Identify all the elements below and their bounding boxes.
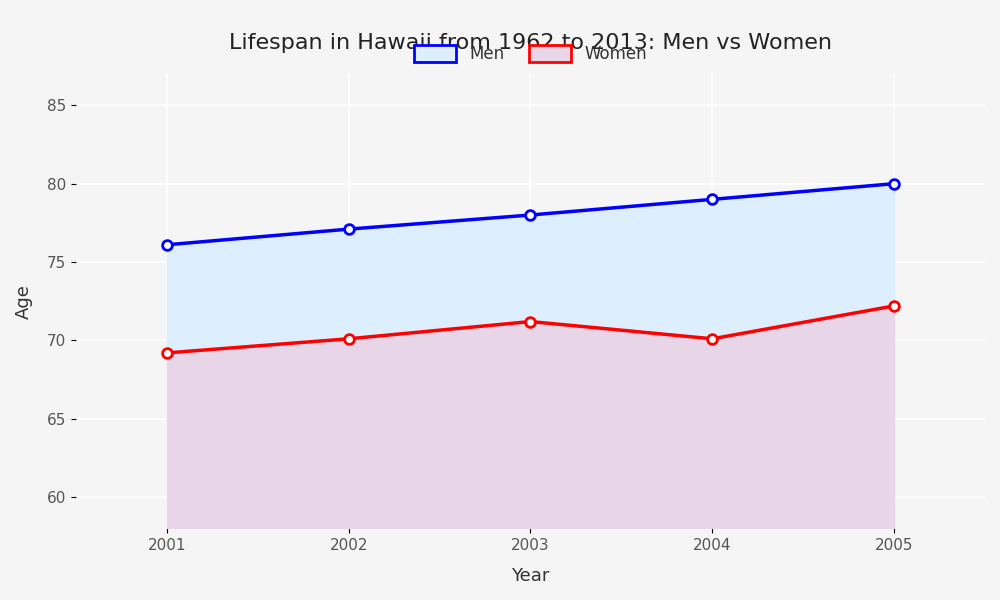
X-axis label: Year: Year <box>511 567 550 585</box>
Title: Lifespan in Hawaii from 1962 to 2013: Men vs Women: Lifespan in Hawaii from 1962 to 2013: Me… <box>229 33 832 53</box>
Y-axis label: Age: Age <box>15 284 33 319</box>
Legend: Men, Women: Men, Women <box>406 37 655 72</box>
